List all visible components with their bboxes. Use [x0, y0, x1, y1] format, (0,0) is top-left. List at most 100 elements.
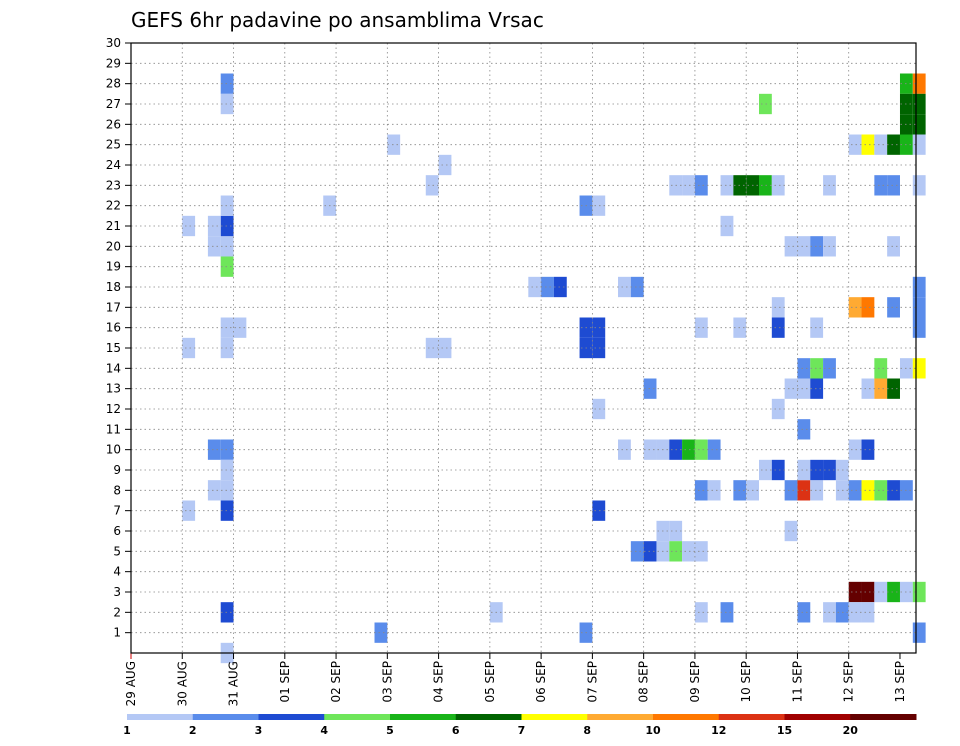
- colorbar-segment: [127, 714, 194, 720]
- precip-cell: [784, 378, 798, 399]
- precip-cell: [861, 439, 875, 460]
- y-tick-label: 23: [106, 178, 121, 192]
- x-tick-label: 07 SEP: [585, 661, 599, 703]
- precip-cell: [848, 134, 862, 155]
- precip-cell: [541, 276, 554, 298]
- x-tick-label: 05 SEP: [483, 661, 497, 703]
- colorbar-segment: [455, 714, 522, 720]
- precip-cell: [220, 439, 234, 460]
- precip-cell: [694, 439, 708, 460]
- colorbar-segment: [192, 714, 259, 720]
- y-tick-label: 29: [106, 56, 121, 70]
- y-tick-label: 18: [106, 280, 121, 294]
- precip-cell: [630, 541, 644, 562]
- colorbar-label: 6: [452, 724, 460, 737]
- y-tick-label: 20: [106, 239, 121, 253]
- y-tick-label: 25: [106, 138, 121, 152]
- precip-cell: [887, 297, 900, 318]
- precip-cell: [220, 93, 234, 115]
- precip-cell: [848, 480, 862, 501]
- precip-cell: [810, 480, 824, 501]
- x-tick-label: 30 AUG: [175, 661, 189, 706]
- y-tick-label: 14: [106, 361, 121, 375]
- y-tick-label: 6: [113, 524, 121, 538]
- precip-cell: [387, 134, 401, 155]
- y-tick-label: 19: [106, 260, 121, 274]
- precip-cell: [220, 236, 234, 257]
- colorbar-label: 12: [711, 724, 726, 737]
- y-tick-label: 21: [106, 219, 121, 233]
- precip-cell: [874, 480, 888, 501]
- colorbar-label: 3: [255, 724, 263, 737]
- precip-cell: [848, 602, 862, 623]
- precip-cell: [874, 581, 888, 603]
- y-tick-label: 17: [106, 300, 121, 314]
- precip-cell: [874, 378, 888, 399]
- precip-cell: [220, 317, 234, 338]
- precip-cell: [618, 276, 631, 298]
- precip-cell: [874, 134, 888, 155]
- precip-cell: [861, 134, 875, 155]
- precip-cell: [707, 439, 721, 460]
- y-tick-label: 4: [113, 565, 121, 579]
- colorbar-label: 2: [189, 724, 197, 737]
- y-tick-label: 12: [106, 402, 121, 416]
- y-tick-label: 2: [113, 605, 121, 619]
- x-tick-label: 03 SEP: [380, 661, 394, 703]
- precip-cell: [720, 215, 734, 237]
- y-tick-label: 8: [113, 483, 121, 497]
- precip-cell: [861, 378, 875, 399]
- precip-cell: [618, 439, 631, 460]
- precip-cell: [592, 337, 606, 359]
- y-tick-label: 24: [106, 158, 121, 172]
- precip-cell: [630, 276, 644, 298]
- x-tick-label: 13 SEP: [893, 661, 907, 703]
- precip-cell: [797, 480, 811, 501]
- x-tick-label: 02 SEP: [329, 661, 343, 703]
- precip-cell: [874, 358, 888, 379]
- precip-cell: [220, 215, 234, 237]
- precip-cell: [220, 459, 234, 481]
- precip-cell: [784, 236, 798, 257]
- precip-cell: [887, 480, 900, 501]
- precip-cell: [887, 378, 900, 399]
- precip-cell: [207, 480, 221, 501]
- precip-cell: [438, 337, 452, 359]
- precip-cell: [759, 93, 772, 115]
- precip-cell: [220, 480, 234, 501]
- precip-cell: [220, 195, 234, 216]
- colorbar-label: 4: [320, 724, 328, 737]
- precip-cell: [707, 480, 721, 501]
- precip-cell: [182, 500, 196, 521]
- x-tick-label: 31 AUG: [227, 661, 241, 706]
- colorbar-label: 5: [386, 724, 394, 737]
- precip-cell: [592, 317, 606, 338]
- precip-cell: [759, 175, 772, 196]
- precip-cell: [810, 378, 824, 399]
- precip-cell: [771, 317, 785, 338]
- y-tick-label: 28: [106, 77, 121, 91]
- colorbar-label: 7: [518, 724, 526, 737]
- precip-cell: [784, 480, 798, 501]
- precip-cell: [887, 134, 900, 155]
- precip-cell: [810, 358, 824, 379]
- precip-cell: [694, 175, 708, 196]
- colorbar-segment: [521, 714, 588, 720]
- precip-cell: [207, 236, 221, 257]
- precip-cell: [220, 337, 234, 359]
- precip-cell: [771, 297, 785, 318]
- precip-cell: [682, 541, 695, 562]
- precip-cell: [425, 337, 439, 359]
- colorbar-segment: [324, 714, 391, 720]
- precip-cell: [771, 459, 785, 481]
- precip-cell: [643, 439, 657, 460]
- precip-cell: [797, 236, 811, 257]
- precip-cell: [810, 236, 824, 257]
- y-tick-label: 26: [106, 117, 121, 131]
- x-tick-label: 12 SEP: [842, 661, 856, 703]
- x-tick-label: 11 SEP: [790, 661, 804, 703]
- y-tick-label: 30: [106, 36, 121, 50]
- x-axis: 29 AUG 30 AUG 31 AUG 01 SEP 02 SEP 03 SEP 04 S…: [124, 653, 907, 706]
- x-tick-label: 29 AUG: [124, 661, 138, 706]
- precip-cell: [848, 439, 862, 460]
